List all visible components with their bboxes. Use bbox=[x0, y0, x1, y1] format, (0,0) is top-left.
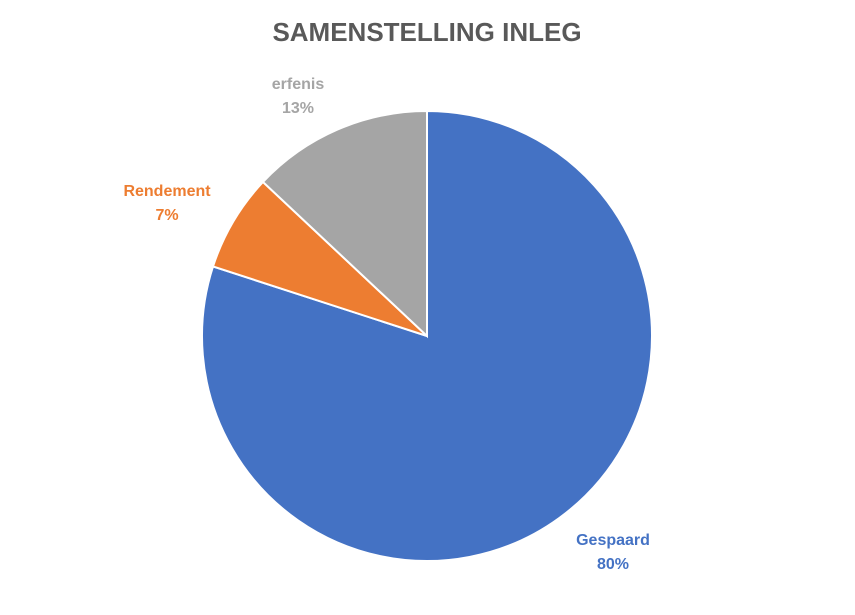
chart-title: SAMENSTELLING INLEG bbox=[272, 17, 581, 47]
data-label-name-gespaard: Gespaard bbox=[576, 532, 650, 549]
data-label-pct-rendement: 7% bbox=[155, 207, 178, 224]
pie-slice-erfenis bbox=[261, 109, 428, 339]
data-label-name-erfenis: erfenis bbox=[272, 76, 325, 93]
data-label-pct-gespaard: 80% bbox=[597, 556, 629, 573]
pie-data-labels: Gespaard 80% Rendement 7% erfenis 13% bbox=[123, 76, 649, 573]
data-label-name-rendement: Rendement bbox=[123, 183, 211, 200]
data-label-pct-erfenis: 13% bbox=[282, 100, 314, 117]
pie-slices bbox=[201, 109, 653, 562]
